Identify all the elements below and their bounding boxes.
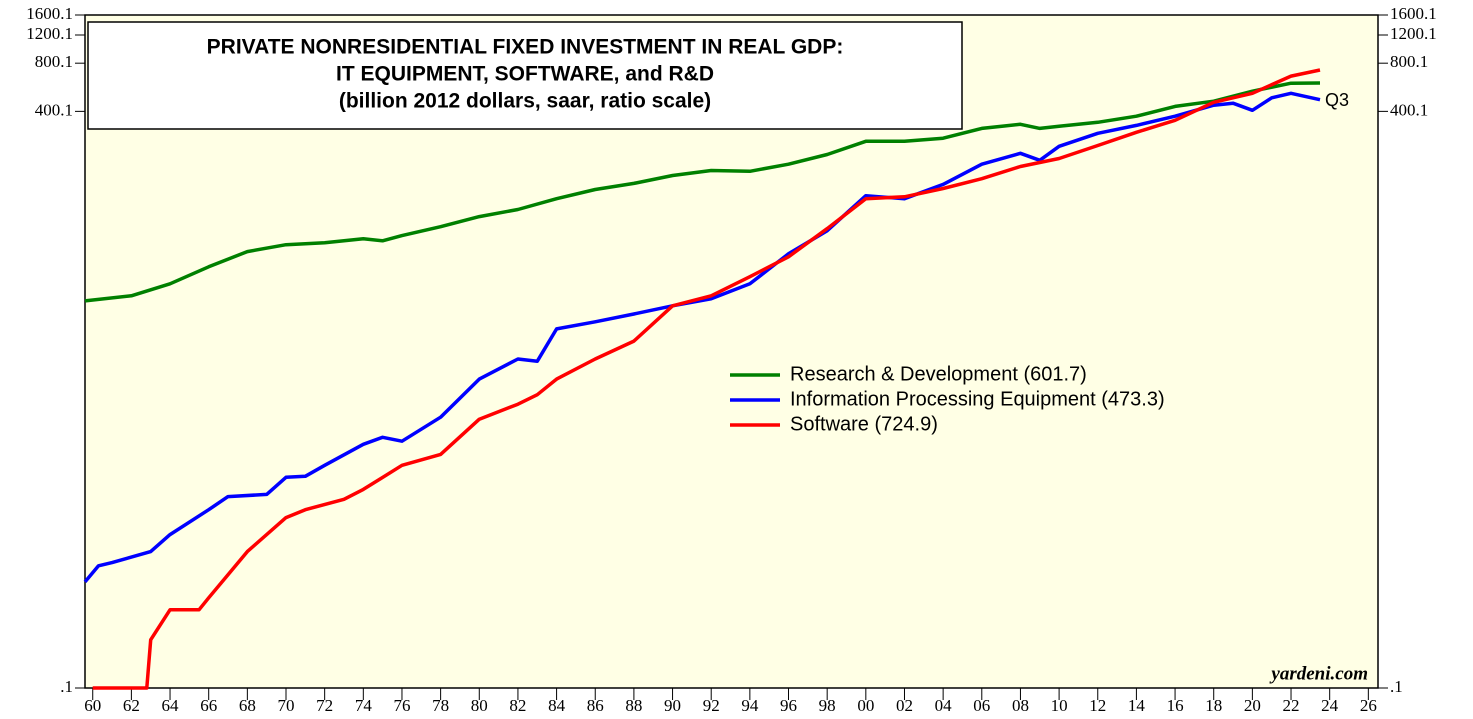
x-tick-label: 72 (316, 696, 333, 715)
x-tick-label: 94 (741, 696, 759, 715)
x-tick-label: 64 (162, 696, 180, 715)
x-tick-label: 08 (1012, 696, 1029, 715)
x-tick-label: 02 (896, 696, 913, 715)
x-tick-label: 76 (393, 696, 410, 715)
x-tick-label: 00 (857, 696, 874, 715)
x-tick-label: 82 (509, 696, 526, 715)
x-tick-label: 12 (1089, 696, 1106, 715)
x-tick-label: 62 (123, 696, 140, 715)
x-tick-label: 22 (1283, 696, 1300, 715)
legend-label: Information Processing Equipment (473.3) (790, 388, 1165, 410)
y2-tick-label: 1600.1 (1390, 4, 1437, 23)
y2-tick-label: 1200.1 (1390, 24, 1437, 43)
series-line (84, 81, 1321, 303)
x-tick-label: 88 (625, 696, 642, 715)
x-tick-label: 24 (1321, 696, 1339, 715)
x-tick-label: 16 (1167, 696, 1184, 715)
y-tick-label: 800.1 (35, 52, 73, 71)
x-tick-label: 06 (973, 696, 990, 715)
chart-title: PRIVATE NONRESIDENTIAL FIXED INVESTMENT … (207, 36, 844, 59)
x-tick-label: 86 (587, 696, 604, 715)
x-tick-label: 70 (278, 696, 295, 715)
x-tick-label: 92 (703, 696, 720, 715)
y-tick-label: 1600.1 (26, 4, 73, 23)
x-tick-label: 14 (1128, 696, 1146, 715)
x-tick-label: 10 (1051, 696, 1068, 715)
y2-tick-label: .1 (1390, 677, 1403, 696)
x-tick-label: 84 (548, 696, 566, 715)
y-tick-label: 1200.1 (26, 24, 73, 43)
legend-label: Research & Development (601.7) (790, 363, 1087, 385)
x-tick-label: 80 (471, 696, 488, 715)
annotation: Q3 (1325, 90, 1349, 110)
x-tick-label: 68 (239, 696, 256, 715)
series-line (92, 68, 1321, 690)
x-tick-label: 96 (780, 696, 797, 715)
series-line (83, 91, 1321, 584)
legend-label: Software (724.9) (790, 413, 938, 435)
x-tick-label: 78 (432, 696, 449, 715)
x-tick-label: 98 (819, 696, 836, 715)
x-tick-label: 66 (200, 696, 217, 715)
x-tick-label: 74 (355, 696, 373, 715)
y-tick-label: 400.1 (35, 100, 73, 119)
chart-title: (billion 2012 dollars, saar, ratio scale… (339, 90, 711, 113)
y2-tick-label: 800.1 (1390, 52, 1428, 71)
title-box (87, 21, 963, 130)
x-tick-label: 20 (1244, 696, 1261, 715)
x-tick-label: 90 (664, 696, 681, 715)
x-tick-label: 04 (935, 696, 953, 715)
x-tick-label: 18 (1205, 696, 1222, 715)
annotation: yardeni.com (1269, 663, 1368, 684)
x-tick-label: 60 (84, 696, 101, 715)
x-tick-label: 26 (1360, 696, 1377, 715)
y2-tick-label: 400.1 (1390, 100, 1428, 119)
y-tick-label: .1 (60, 677, 73, 696)
chart-title: IT EQUIPMENT, SOFTWARE, and R&D (336, 63, 714, 86)
